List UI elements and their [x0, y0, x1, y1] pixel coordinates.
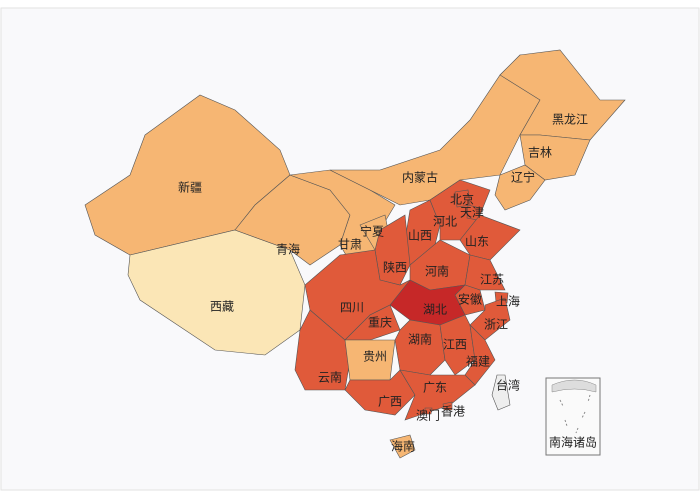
region[interactable]: [454, 189, 471, 208]
region[interactable]: [344, 304, 401, 341]
region[interactable]: [344, 369, 416, 416]
region-label: 天津: [460, 206, 484, 220]
region[interactable]: [84, 94, 291, 256]
region-label: 福建: [466, 354, 490, 369]
region[interactable]: [294, 309, 351, 391]
region[interactable]: [424, 407, 433, 415]
region-label: 陕西: [383, 260, 407, 275]
region-label: 西藏: [210, 300, 234, 314]
region-label: 湖南: [408, 332, 432, 347]
region-label: 辽宁: [511, 170, 535, 185]
inset-coast: [551, 379, 597, 393]
region-label: 重庆: [368, 316, 392, 330]
region[interactable]: [394, 319, 446, 376]
region[interactable]: [494, 164, 546, 211]
region-label: 安徽: [458, 292, 482, 307]
region-label: 山东: [465, 235, 489, 249]
region-label: 广东: [423, 381, 447, 395]
region-label: 江苏: [480, 273, 504, 287]
region[interactable]: [459, 214, 521, 261]
region-label: 云南: [318, 370, 342, 385]
region-label: 台湾: [496, 378, 520, 393]
regions: [84, 49, 626, 459]
region-label: 黑龙江: [552, 113, 588, 127]
region[interactable]: [491, 374, 511, 411]
region[interactable]: [344, 339, 396, 381]
region-label: 海南: [391, 439, 415, 454]
region-label: 青海: [276, 242, 300, 257]
region-label: 香港: [441, 405, 465, 419]
region-label: 河北: [433, 215, 457, 229]
region-label: 广西: [378, 395, 402, 409]
region-label: 上海: [496, 294, 520, 309]
region-label: 内蒙古: [402, 170, 438, 185]
region[interactable]: [499, 49, 626, 141]
region-label: 河南: [425, 264, 449, 279]
region[interactable]: [389, 434, 416, 459]
region-label: 吉林: [528, 146, 552, 160]
region-label: 山西: [408, 229, 432, 243]
inset-label: 南海诸岛: [549, 435, 597, 450]
region-label: 湖北: [423, 302, 447, 317]
region-label: 四川: [340, 301, 364, 315]
region-label: 甘肃: [338, 238, 362, 252]
region[interactable]: [399, 369, 476, 421]
region-label: 北京: [450, 193, 474, 207]
region-label: 贵州: [363, 350, 387, 364]
region-label: 新疆: [178, 180, 202, 195]
region-label: 浙江: [484, 318, 508, 332]
region-label: 宁夏: [360, 224, 384, 239]
region-label: 澳门: [416, 408, 440, 423]
region[interactable]: [464, 254, 506, 291]
region-label: 江西: [443, 338, 467, 352]
region[interactable]: [442, 401, 453, 411]
